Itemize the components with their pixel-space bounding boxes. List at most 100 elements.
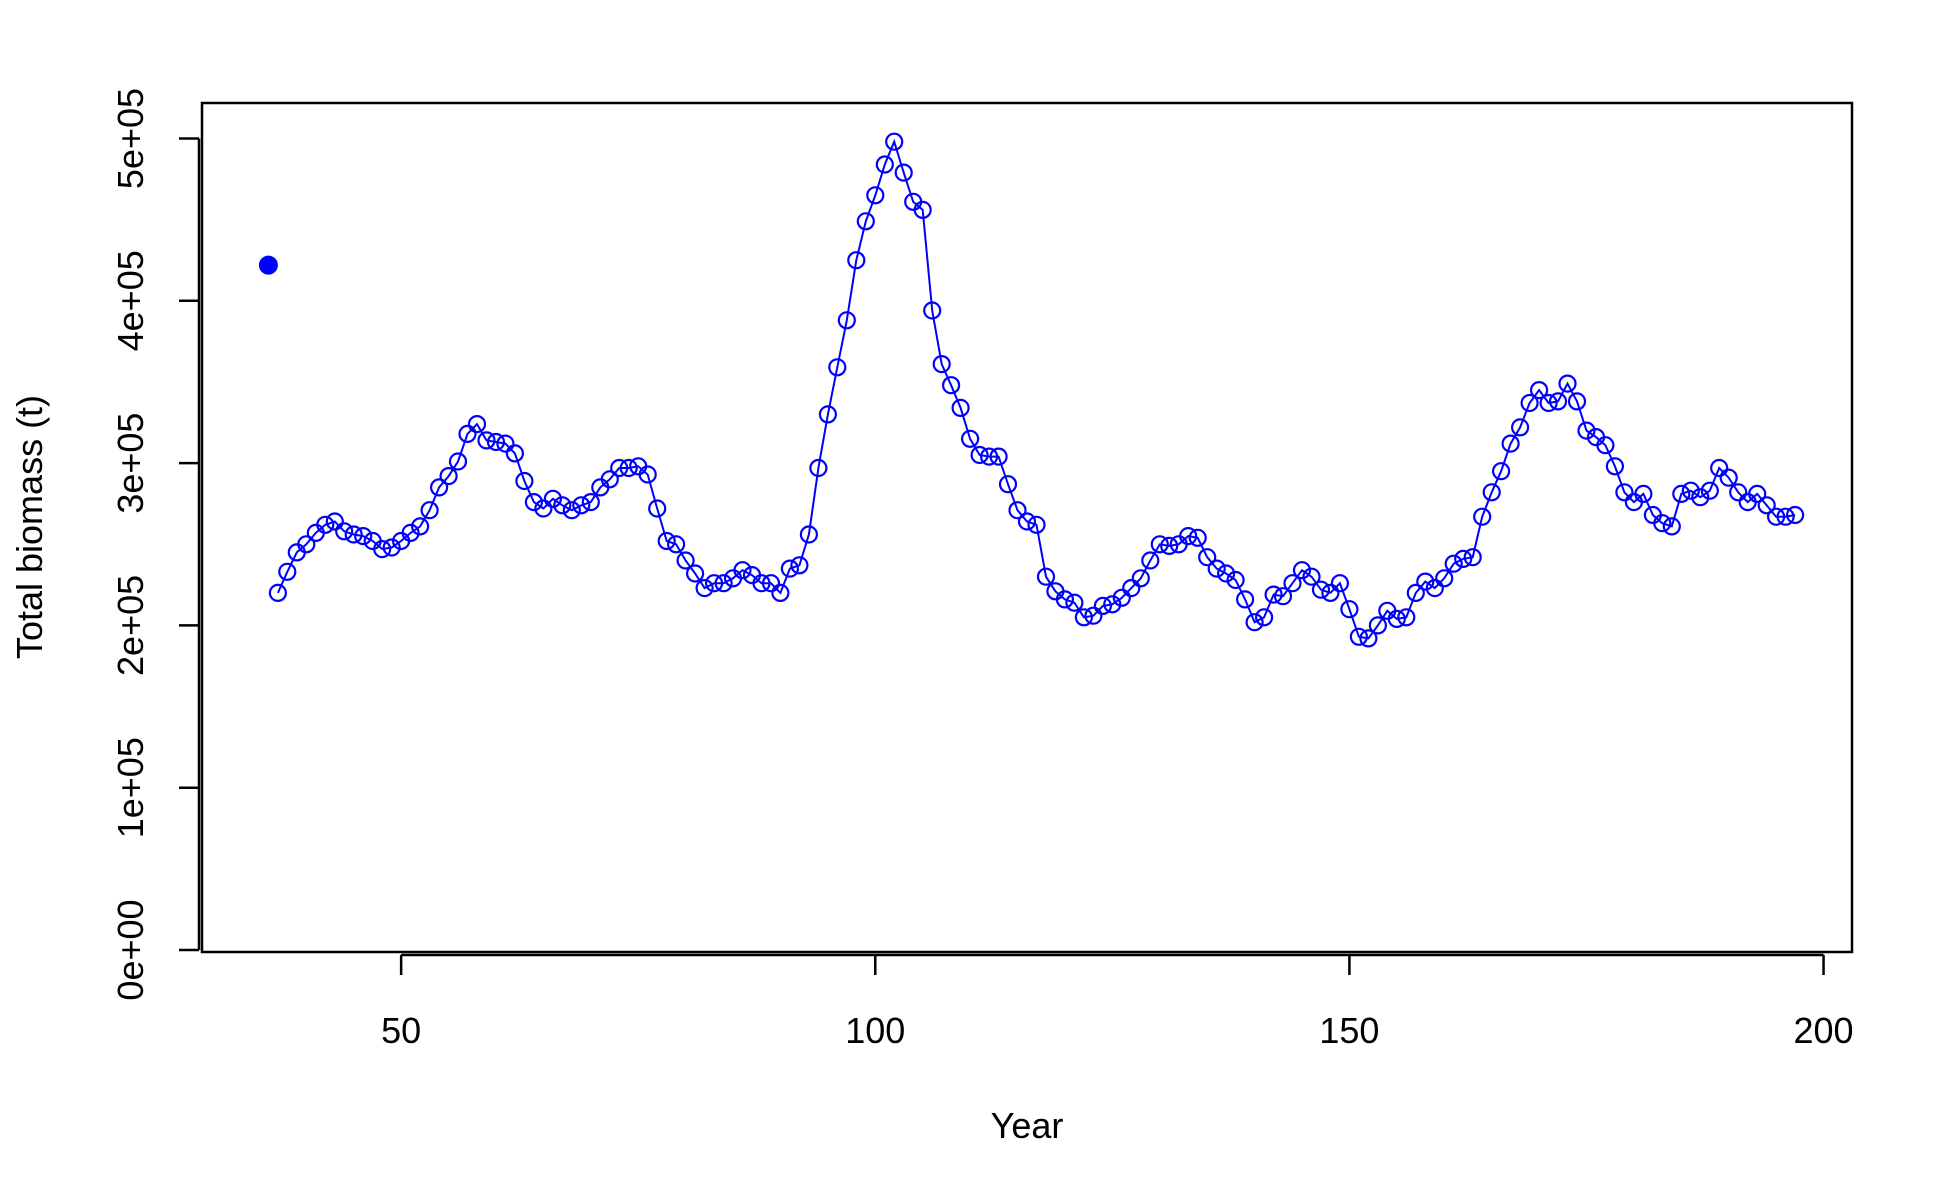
data-point <box>1273 587 1293 606</box>
x-tick-label: 50 <box>381 1010 421 1051</box>
data-point <box>278 562 297 581</box>
initial-point <box>258 255 278 275</box>
y-tick-label: 2e+05 <box>110 575 151 676</box>
data-point <box>1501 434 1520 453</box>
x-tick-label: 150 <box>1319 1010 1379 1051</box>
y-axis: 0e+00 1e+05 2e+05 3e+05 4e+05 5e+05 <box>110 88 201 1001</box>
series-line <box>276 138 1796 640</box>
data-point <box>923 301 942 320</box>
data-point <box>448 452 468 471</box>
data-point <box>1719 468 1738 487</box>
data-point <box>543 489 563 508</box>
y-tick-label: 5e+05 <box>110 88 151 189</box>
x-axis-title: Year <box>991 1105 1064 1146</box>
y-tick-label: 4e+05 <box>110 250 151 351</box>
data-point <box>941 376 961 395</box>
data-point <box>1074 608 1094 627</box>
data-point <box>799 525 819 544</box>
data-point <box>1615 483 1634 502</box>
data-point <box>1463 548 1482 567</box>
data-point <box>1150 535 1169 554</box>
data-point <box>515 471 534 491</box>
data-point <box>1757 496 1776 515</box>
data-point <box>951 398 970 417</box>
data-point <box>619 458 638 478</box>
data-point <box>676 551 695 570</box>
data-point <box>989 447 1008 466</box>
data-point <box>761 574 781 593</box>
data-point <box>828 358 847 377</box>
data-point <box>1065 593 1084 612</box>
y-tick-label: 1e+05 <box>110 737 151 838</box>
data-point <box>1340 600 1359 619</box>
data-point <box>704 574 724 593</box>
data-point <box>1387 609 1406 629</box>
data-point <box>932 355 951 374</box>
data-point <box>268 583 287 603</box>
data-point <box>695 578 714 598</box>
data-point <box>638 465 657 484</box>
data-point <box>1349 627 1369 646</box>
data-point <box>1729 483 1748 502</box>
series-group <box>258 132 1805 648</box>
data-point <box>1368 616 1388 635</box>
data-point <box>439 467 458 486</box>
data-point <box>1311 580 1331 599</box>
data-point <box>1397 608 1416 627</box>
data-point <box>1558 374 1577 393</box>
data-point <box>354 526 373 546</box>
plot-frame <box>200 101 1854 954</box>
data-point <box>685 564 705 583</box>
data-point <box>1473 507 1492 526</box>
data-point <box>401 523 420 543</box>
data-point <box>297 535 316 554</box>
data-point <box>458 424 477 443</box>
data-point <box>420 501 439 520</box>
data-point <box>657 531 676 551</box>
data-point <box>1406 583 1425 603</box>
data-point <box>648 499 667 518</box>
x-axis: 50 100 150 200 <box>381 953 1854 1051</box>
data-point <box>486 432 506 452</box>
data-point <box>1359 629 1378 648</box>
data-point <box>524 493 544 512</box>
y-tick-label: 0e+00 <box>110 899 151 1000</box>
data-point <box>790 556 809 575</box>
data-point <box>1292 561 1312 580</box>
data-point <box>1567 392 1587 411</box>
data-point <box>885 132 904 151</box>
data-point <box>1785 505 1805 525</box>
data-point <box>382 538 401 557</box>
data-point <box>837 311 856 330</box>
data-point <box>1226 570 1245 590</box>
y-tick-label: 3e+05 <box>110 413 151 514</box>
data-point <box>1207 559 1226 578</box>
data-point <box>1748 484 1767 503</box>
data-point <box>1084 606 1103 625</box>
data-point <box>430 478 449 497</box>
data-point <box>1055 590 1075 609</box>
data-point <box>1216 564 1236 583</box>
data-point <box>666 535 686 554</box>
data-point <box>572 496 591 515</box>
data-point <box>1141 551 1160 570</box>
data-point <box>467 415 487 434</box>
data-point <box>600 470 619 489</box>
data-point <box>809 458 828 478</box>
data-point <box>752 574 771 593</box>
data-point <box>325 512 344 531</box>
data-point <box>1160 536 1179 556</box>
data-point <box>894 163 913 182</box>
data-point <box>610 458 629 478</box>
data-point <box>581 493 600 512</box>
data-point <box>1681 481 1700 500</box>
data-point <box>1179 526 1198 546</box>
data-point <box>1036 567 1056 586</box>
data-point <box>1776 507 1795 526</box>
data-point <box>553 496 572 515</box>
data-point <box>1027 515 1046 534</box>
y-axis-title: Total biomass (t) <box>9 395 50 659</box>
data-point <box>866 186 885 205</box>
data-point <box>714 574 733 593</box>
